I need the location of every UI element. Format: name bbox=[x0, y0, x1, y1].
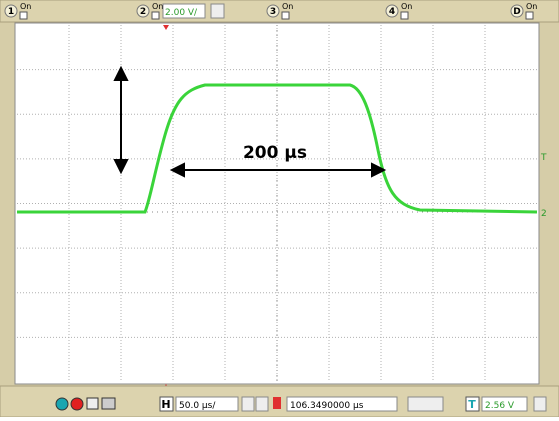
t-label: T bbox=[468, 398, 476, 411]
channel-marker: 2 bbox=[541, 209, 547, 219]
level-spinner[interactable] bbox=[533, 396, 547, 412]
arrow-head bbox=[169, 162, 185, 178]
trigger-pos bbox=[163, 25, 169, 30]
channel-state: On bbox=[152, 2, 163, 11]
trigger-level-field[interactable] bbox=[481, 396, 528, 412]
trigger-level: 2.56 V bbox=[485, 401, 515, 411]
scope-screen bbox=[14, 22, 540, 385]
channel-checkbox[interactable] bbox=[400, 11, 409, 20]
timebase-field[interactable] bbox=[175, 396, 239, 412]
timebase: 50.0 µs/ bbox=[179, 401, 216, 411]
channel-number: D bbox=[513, 7, 520, 17]
channel-checkbox[interactable] bbox=[281, 11, 290, 20]
channel-state: On bbox=[401, 2, 412, 11]
channel-number: 3 bbox=[270, 7, 276, 17]
channel-state: On bbox=[20, 2, 31, 11]
channel-icon[interactable] bbox=[266, 4, 280, 18]
mode-button[interactable] bbox=[255, 396, 269, 412]
stop-button[interactable] bbox=[70, 397, 84, 411]
channel-checkbox[interactable] bbox=[525, 11, 534, 20]
trigger-marker: T bbox=[540, 153, 547, 163]
t-box bbox=[465, 396, 480, 412]
fine-button[interactable] bbox=[210, 3, 225, 19]
delay-marker bbox=[273, 397, 281, 409]
channel-number: 4 bbox=[389, 7, 395, 17]
single-button[interactable] bbox=[86, 397, 99, 410]
channel-checkbox[interactable] bbox=[19, 11, 28, 20]
annotation-arrows bbox=[113, 65, 387, 178]
arrow-head bbox=[113, 65, 129, 81]
print-button[interactable] bbox=[101, 397, 116, 410]
h-box bbox=[159, 396, 174, 412]
channel-icon[interactable] bbox=[4, 4, 18, 18]
channel-state: On bbox=[526, 2, 537, 11]
waveform bbox=[17, 83, 538, 214]
arrow-head bbox=[113, 159, 129, 175]
fine-button[interactable] bbox=[241, 396, 255, 412]
delay: 106.3490000 µs bbox=[290, 401, 364, 411]
channel-scale: 2.00 V/ bbox=[165, 8, 198, 18]
channel-number: 1 bbox=[8, 7, 14, 17]
channel-icon[interactable] bbox=[385, 4, 399, 18]
annotation-label: 200 µs bbox=[243, 143, 307, 163]
channel-checkbox[interactable] bbox=[151, 11, 160, 20]
channel-icon[interactable] bbox=[136, 4, 150, 18]
run-button[interactable] bbox=[55, 397, 69, 411]
channel-icon[interactable] bbox=[510, 4, 524, 18]
arrow-head bbox=[371, 162, 387, 178]
channel-number: 2 bbox=[140, 7, 146, 17]
delay-field[interactable] bbox=[286, 396, 398, 412]
scale-field[interactable] bbox=[162, 3, 206, 19]
channel-state: On bbox=[282, 2, 293, 11]
delay-nav[interactable] bbox=[407, 396, 444, 412]
grid bbox=[17, 25, 537, 382]
h-label: H bbox=[161, 398, 170, 411]
